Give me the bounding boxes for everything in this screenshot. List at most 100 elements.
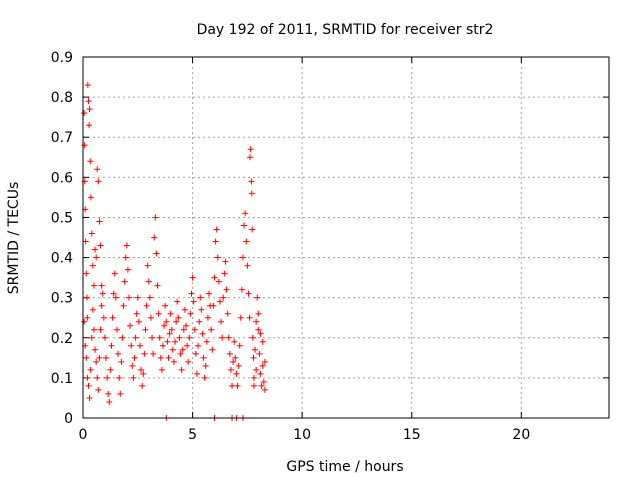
data-point: [162, 302, 169, 309]
data-point: [89, 306, 96, 313]
data-point: [248, 178, 255, 185]
x-tick-label: 0: [79, 427, 88, 443]
data-point: [143, 302, 150, 309]
data-point: [141, 350, 148, 357]
data-point: [255, 310, 262, 317]
data-point: [106, 398, 113, 405]
y-tick-label: 0.6: [51, 170, 73, 186]
data-point: [245, 290, 252, 297]
data-point: [213, 226, 220, 233]
data-point: [155, 310, 162, 317]
y-tick-label: 0.8: [51, 90, 73, 106]
data-point: [87, 158, 94, 165]
data-point: [96, 218, 103, 225]
data-point: [97, 242, 104, 249]
data-point: [142, 326, 149, 333]
data-point: [153, 250, 160, 257]
data-point: [222, 258, 229, 265]
data-point: [83, 354, 90, 361]
data-point: [93, 254, 100, 261]
data-point: [159, 342, 166, 349]
data-point: [246, 314, 253, 321]
data-point: [184, 342, 191, 349]
data-point: [255, 326, 262, 333]
data-point: [180, 326, 187, 333]
data-point: [206, 290, 213, 297]
data-point: [152, 214, 159, 221]
data-point: [116, 374, 123, 381]
data-point: [208, 326, 215, 333]
x-axis-label: GPS time / hours: [286, 459, 403, 475]
data-point: [135, 318, 142, 325]
plot-frame: [82, 56, 610, 419]
data-point: [181, 306, 188, 313]
data-point: [163, 318, 170, 325]
data-point: [169, 346, 176, 353]
data-point: [151, 234, 158, 241]
data-point: [140, 370, 147, 377]
data-point: [249, 226, 256, 233]
data-point: [84, 82, 91, 89]
data-point: [81, 110, 88, 117]
data-point: [236, 342, 243, 349]
data-point: [189, 274, 196, 281]
data-point: [211, 274, 218, 281]
data-point: [127, 322, 134, 329]
data-point: [92, 346, 99, 353]
data-point: [112, 294, 119, 301]
y-tick-label: 0.5: [51, 210, 73, 226]
data-point: [203, 338, 210, 345]
data-point: [96, 354, 103, 361]
data-point: [83, 294, 90, 301]
x-tick-label: 15: [403, 427, 421, 443]
data-point: [119, 334, 126, 341]
data-point: [257, 370, 264, 377]
data-point: [86, 122, 93, 129]
data-point: [139, 382, 146, 389]
data-point: [126, 294, 133, 301]
chart-title: Day 192 of 2011, SRMTID for receiver str…: [197, 22, 494, 38]
data-point: [252, 346, 259, 353]
data-point: [199, 330, 206, 337]
data-point: [235, 362, 242, 369]
data-point: [146, 294, 153, 301]
data-point: [98, 302, 105, 309]
data-point: [191, 326, 198, 333]
data-point: [124, 266, 131, 273]
data-point: [259, 362, 266, 369]
data-point: [209, 346, 216, 353]
data-point: [173, 318, 180, 325]
data-point: [82, 238, 89, 245]
data-point: [117, 390, 124, 397]
data-point: [109, 314, 116, 321]
data-point: [212, 238, 219, 245]
data-point: [115, 350, 122, 357]
data-point: [204, 314, 211, 321]
data-points: [81, 82, 268, 421]
data-point: [190, 298, 197, 305]
data-point: [138, 366, 145, 373]
data-point: [103, 354, 110, 361]
data-point: [232, 354, 239, 361]
data-point: [195, 342, 202, 349]
y-tick-label: 0.2: [51, 331, 73, 347]
data-point: [113, 326, 120, 333]
data-point: [231, 338, 238, 345]
data-point: [261, 358, 268, 365]
data-point: [237, 314, 244, 321]
data-point: [250, 354, 257, 361]
data-point: [186, 334, 193, 341]
data-point: [229, 382, 236, 389]
data-point: [183, 322, 190, 329]
data-point: [227, 366, 234, 373]
data-point: [247, 146, 254, 153]
data-point: [93, 358, 100, 365]
data-point: [86, 394, 93, 401]
data-point: [90, 282, 97, 289]
data-point: [87, 366, 94, 373]
data-point: [239, 254, 246, 261]
data-point: [241, 222, 248, 229]
axis-ticks: 0 5 10 15 20 0 0.1 0.2 0.3 0.4 0.5 0.6 0.7 0.8 0.9: [51, 50, 609, 443]
y-tick-label: 0.9: [51, 50, 73, 66]
